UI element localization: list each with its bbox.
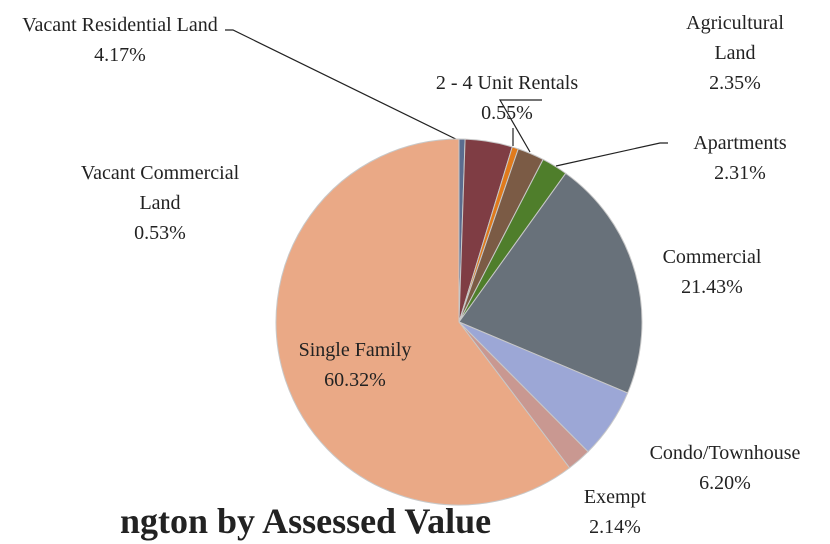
leader-line — [498, 99, 542, 153]
slice-name: Single Family — [298, 339, 412, 361]
slice-value: 2.35% — [709, 72, 761, 94]
slice-value: 6.20% — [699, 472, 751, 494]
pie-slice — [275, 138, 571, 506]
slice-label: 2 - 4 Unit Rentals 0.55% — [417, 68, 597, 128]
slice-name: Vacant Commercial Land — [80, 162, 240, 214]
slice-label: Condo/Townhouse 6.20% — [639, 438, 811, 498]
slice-value: 2.14% — [589, 516, 641, 538]
slice-label: Vacant Residential Land 4.17% — [8, 10, 233, 70]
chart-title: ngton by Assessed Value — [120, 501, 492, 541]
slice-label: Agricultural Land 2.35% — [675, 8, 795, 98]
slice-name: Condo/Townhouse — [649, 442, 801, 464]
leader-lines — [225, 29, 668, 167]
slice-label: Commercial 21.43% — [637, 242, 787, 302]
slice-name: Vacant Residential Land — [22, 14, 218, 36]
slice-label: Apartments 2.31% — [665, 128, 815, 188]
slice-name: Exempt — [583, 486, 647, 508]
leader-line — [225, 29, 471, 147]
slice-value: 60.32% — [324, 369, 386, 391]
slice-label: Vacant Commercial Land 0.53% — [80, 158, 240, 248]
slice-label: Exempt 2.14% — [575, 482, 655, 542]
pie-slice — [458, 172, 643, 394]
slice-name: 2 - 4 Unit Rentals — [435, 72, 579, 94]
slice-label: Single Family 60.32% — [270, 335, 440, 395]
slice-value: 21.43% — [681, 276, 743, 298]
slice-value: 0.53% — [134, 222, 186, 244]
slice-name: Agricultural Land — [686, 12, 784, 64]
leader-line — [555, 142, 668, 167]
slice-name: Apartments — [693, 132, 787, 154]
slice-value: 4.17% — [94, 44, 146, 66]
slice-value: 0.55% — [481, 102, 533, 124]
slice-value: 2.31% — [714, 162, 766, 184]
slice-name: Commercial — [662, 246, 762, 268]
